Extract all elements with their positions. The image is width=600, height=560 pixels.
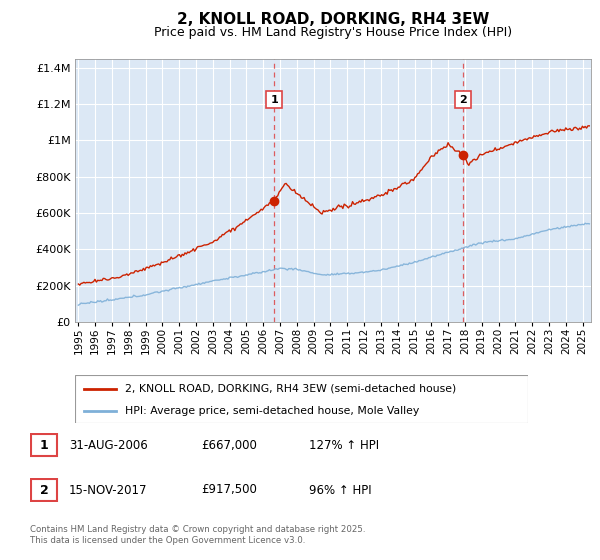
Text: 2: 2: [40, 483, 49, 497]
Text: 96% ↑ HPI: 96% ↑ HPI: [309, 483, 371, 497]
FancyBboxPatch shape: [75, 375, 528, 423]
Text: £667,000: £667,000: [201, 438, 257, 452]
Text: 127% ↑ HPI: 127% ↑ HPI: [309, 438, 379, 452]
FancyBboxPatch shape: [31, 434, 58, 456]
Text: 2: 2: [459, 95, 467, 105]
Text: 1: 1: [270, 95, 278, 105]
Text: Contains HM Land Registry data © Crown copyright and database right 2025.
This d: Contains HM Land Registry data © Crown c…: [30, 525, 365, 545]
Text: 15-NOV-2017: 15-NOV-2017: [69, 483, 148, 497]
Text: 2, KNOLL ROAD, DORKING, RH4 3EW: 2, KNOLL ROAD, DORKING, RH4 3EW: [177, 12, 489, 27]
Text: 1: 1: [40, 438, 49, 452]
Text: £917,500: £917,500: [201, 483, 257, 497]
Text: Price paid vs. HM Land Registry's House Price Index (HPI): Price paid vs. HM Land Registry's House …: [154, 26, 512, 39]
Text: 2, KNOLL ROAD, DORKING, RH4 3EW (semi-detached house): 2, KNOLL ROAD, DORKING, RH4 3EW (semi-de…: [125, 384, 456, 394]
Text: HPI: Average price, semi-detached house, Mole Valley: HPI: Average price, semi-detached house,…: [125, 406, 419, 416]
Text: 31-AUG-2006: 31-AUG-2006: [69, 438, 148, 452]
FancyBboxPatch shape: [31, 479, 58, 501]
